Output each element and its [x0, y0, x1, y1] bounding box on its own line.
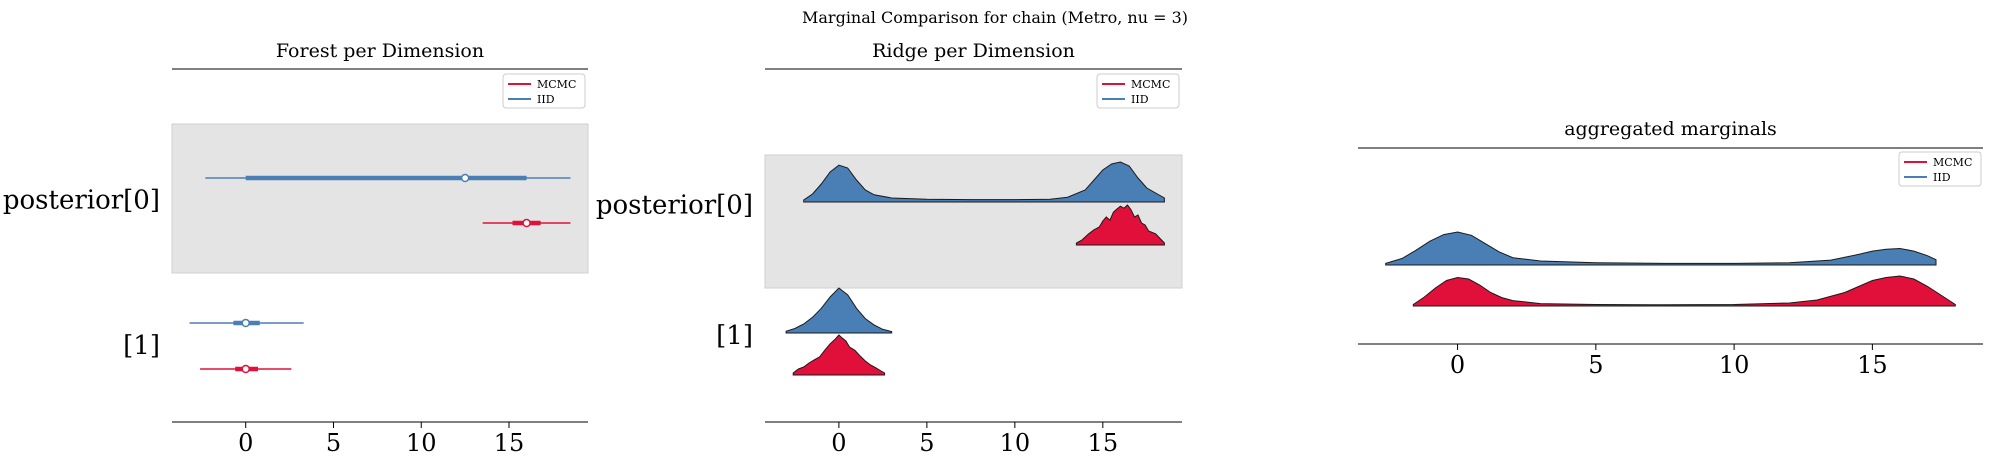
ridge-density	[1075, 204, 1165, 246]
figure-suptitle: Marginal Comparison for chain (Metro, nu…	[802, 8, 1188, 27]
x-tick-label: 10	[1719, 351, 1750, 379]
panel-2: Ridge per Dimension posterior[0] [1] 0 5 10 15…	[596, 40, 1183, 457]
x-tick-label: 0	[238, 429, 253, 457]
x-tick-label: 15	[494, 429, 525, 457]
x-tick-label: 10	[1000, 429, 1031, 457]
legend-label: IID	[537, 93, 555, 106]
point-estimate	[522, 218, 531, 228]
panel-title: Ridge per Dimension	[872, 40, 1075, 62]
panel-1: Forest per Dimension posterior[0] [1] 0 5 10 1…	[3, 40, 589, 457]
row-label: posterior[0]	[596, 191, 753, 221]
ridge-density	[1385, 231, 1937, 266]
legend-label: IID	[1131, 93, 1149, 106]
point-estimate	[241, 318, 250, 328]
row-label: posterior[0]	[3, 186, 160, 216]
x-tick-label: 10	[406, 429, 437, 457]
panel-title: Forest per Dimension	[276, 40, 484, 62]
row-label: [1]	[716, 321, 753, 351]
row-label: [1]	[123, 331, 160, 361]
panel-3: aggregated marginals 0 5 10 15 MCMC IID	[1358, 118, 1983, 379]
x-tick-label: 0	[1450, 351, 1465, 379]
legend-label: IID	[1933, 171, 1951, 184]
legend: MCMC IID	[1898, 151, 1982, 187]
point-estimate	[460, 173, 470, 183]
row-shade	[171, 123, 589, 274]
point-estimate	[241, 364, 250, 374]
legend-label: MCMC	[1933, 156, 1972, 169]
x-tick-label: 15	[1088, 429, 1119, 457]
x-tick-label: 15	[1857, 351, 1888, 379]
ridge-density	[785, 287, 893, 334]
x-tick-label: 5	[919, 429, 934, 457]
panel-title: aggregated marginals	[1564, 118, 1777, 140]
ridge-density	[792, 334, 886, 376]
legend: MCMC IID	[502, 73, 586, 109]
legend: MCMC IID	[1096, 73, 1180, 109]
x-tick-label: 0	[831, 429, 846, 457]
legend-label: MCMC	[1131, 78, 1170, 91]
x-tick-label: 5	[326, 429, 341, 457]
x-tick-label: 5	[1588, 351, 1603, 379]
ridge-density	[803, 161, 1165, 203]
ridge-density	[1412, 275, 1956, 307]
legend-label: MCMC	[537, 78, 576, 91]
